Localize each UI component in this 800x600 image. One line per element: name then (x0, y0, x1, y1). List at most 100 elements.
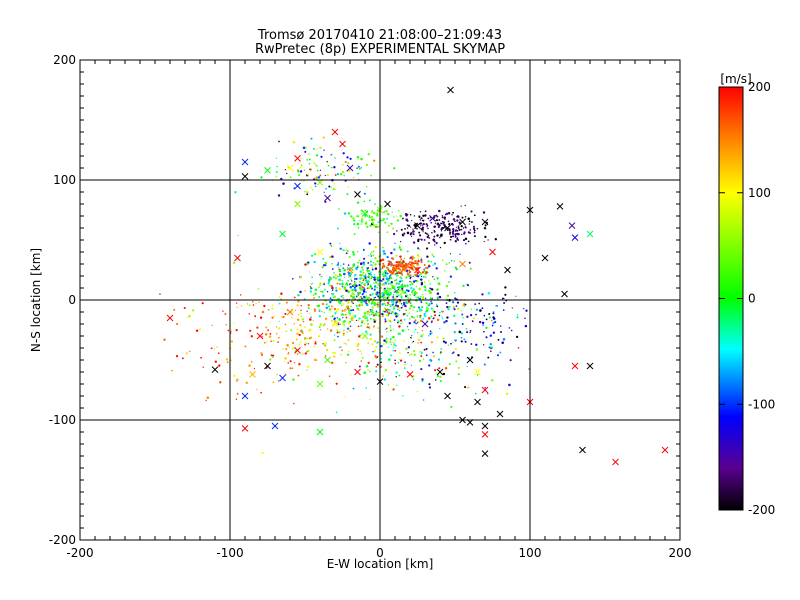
colorbar-tick-label: -100 (748, 397, 775, 411)
cross-marker (384, 200, 391, 208)
data-point (436, 222, 440, 225)
data-point (386, 294, 388, 296)
data-point (396, 215, 398, 217)
data-point (387, 312, 391, 315)
data-point (499, 325, 502, 327)
data-point (235, 328, 238, 332)
data-point (374, 256, 377, 260)
data-point (366, 325, 369, 329)
data-point (349, 285, 353, 289)
data-point (278, 320, 280, 322)
data-point (449, 238, 452, 241)
data-point (436, 318, 440, 322)
data-point (329, 297, 332, 300)
data-point (364, 275, 367, 278)
data-point (411, 262, 414, 265)
data-point (413, 316, 415, 319)
data-point (420, 352, 423, 355)
data-point (302, 332, 304, 334)
data-point (382, 278, 385, 281)
data-point (491, 324, 494, 327)
data-point (424, 288, 427, 292)
data-point (430, 307, 433, 310)
data-point (285, 301, 289, 304)
data-point (370, 251, 373, 253)
data-point (332, 288, 334, 290)
data-point (419, 272, 423, 276)
data-point (434, 379, 437, 381)
data-point (426, 224, 429, 227)
data-point (418, 248, 421, 251)
data-point (425, 271, 427, 274)
cross-marker (466, 356, 474, 364)
data-point (418, 215, 421, 218)
data-point (352, 253, 355, 256)
data-point (462, 317, 464, 319)
data-point (473, 214, 476, 217)
data-point (387, 290, 390, 293)
data-point (405, 262, 408, 265)
data-point (306, 337, 308, 340)
data-point (307, 350, 310, 353)
data-point (392, 232, 396, 236)
data-point (429, 358, 432, 362)
data-point (376, 291, 379, 294)
data-point (412, 241, 416, 244)
data-point (329, 256, 332, 259)
data-point (330, 308, 332, 310)
data-point (457, 373, 460, 376)
data-point (306, 310, 308, 312)
data-point (349, 329, 352, 332)
data-point (298, 333, 301, 337)
data-point (487, 356, 490, 359)
data-point (411, 219, 413, 222)
data-point (482, 211, 486, 214)
data-point (324, 261, 328, 265)
data-point (457, 307, 460, 310)
data-point (353, 293, 356, 295)
data-point (261, 335, 264, 338)
data-point (444, 218, 446, 221)
data-point (369, 294, 371, 296)
data-point (456, 229, 459, 232)
data-point (339, 264, 342, 267)
data-point (175, 354, 179, 358)
data-point (376, 214, 379, 217)
data-point (216, 346, 218, 348)
data-point (454, 339, 457, 341)
data-point (469, 331, 471, 334)
data-point (517, 346, 520, 349)
data-point (201, 302, 204, 305)
data-point (338, 317, 341, 320)
data-point (275, 170, 278, 174)
data-point (481, 293, 484, 296)
data-point (441, 220, 444, 223)
data-point (395, 274, 398, 277)
data-point (403, 257, 406, 260)
data-point (461, 323, 464, 325)
data-point (436, 296, 440, 299)
data-point (460, 205, 462, 207)
data-point (268, 335, 272, 338)
data-point (421, 379, 424, 383)
data-point (392, 266, 395, 269)
data-point (267, 329, 270, 332)
data-point (354, 282, 357, 285)
data-point (406, 224, 409, 226)
data-point (357, 264, 360, 267)
data-point (425, 302, 428, 305)
data-point (353, 219, 356, 222)
data-point (360, 273, 363, 276)
data-point (411, 342, 413, 344)
data-point (304, 338, 306, 340)
data-point (337, 335, 339, 338)
data-point (357, 319, 360, 322)
data-point (448, 262, 450, 264)
data-point (401, 329, 405, 332)
data-point (369, 337, 373, 341)
data-point (345, 305, 349, 308)
data-point (367, 255, 370, 257)
data-point (386, 281, 389, 283)
data-point (377, 301, 379, 304)
data-point (368, 199, 371, 202)
